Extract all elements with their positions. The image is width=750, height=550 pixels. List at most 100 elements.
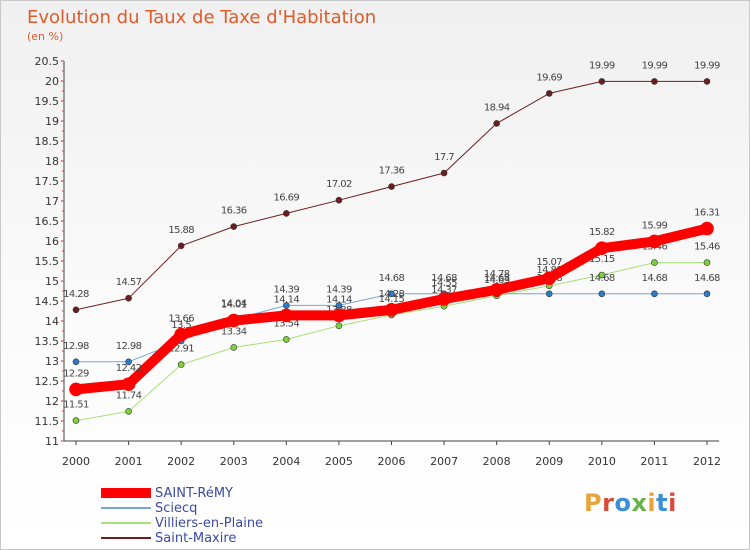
data-label-saint-maxire: 19.69 [536,72,562,83]
y-tick-label: 16 [45,235,59,248]
data-point-sciecq [545,290,553,298]
y-tick-label: 17 [45,195,59,208]
data-label-villiers-en-plaine: 11.74 [116,390,142,401]
y-tick-label: 15 [45,275,59,288]
y-tick-label: 17.5 [35,175,60,188]
data-point-saint-r-my [647,234,662,249]
x-tick-label: 2005 [325,455,353,468]
data-label-sciecq: 13.5 [171,320,191,331]
data-point-saint-r-my [700,221,714,236]
data-point-villiers-en-plaine [177,361,185,368]
data-point-saint-maxire [283,210,290,217]
data-label-sciecq: 12.98 [63,341,89,352]
data-label-sciecq: 12.98 [116,341,142,352]
data-label-saint-r-my: 13.66 [168,314,194,325]
x-tick-label: 2012 [693,455,721,468]
data-point-saint-maxire [703,78,711,85]
data-point-saint-maxire [125,294,132,302]
data-label-villiers-en-plaine: 13.54 [274,318,300,329]
x-tick-label: 2002 [167,455,195,468]
data-point-sciecq [598,290,606,298]
x-tick-label: 2011 [640,455,668,468]
data-point-saint-r-my [437,292,451,306]
data-point-sciecq [283,302,290,309]
data-point-saint-r-my [542,271,557,286]
data-point-sciecq [72,358,80,366]
data-label-saint-maxire: 17.02 [326,179,352,190]
data-point-saint-maxire [177,242,185,250]
logo-letter: i [647,489,657,517]
data-point-villiers-en-plaine [230,344,238,351]
proxiti-logo: Proxiti [584,489,677,517]
data-label-saint-maxire: 19.99 [694,60,720,71]
data-point-saint-maxire [388,183,395,190]
y-tick-label: 20.5 [35,55,60,68]
x-tick-label: 2001 [115,455,143,468]
data-label-sciecq: 14.68 [484,273,510,284]
y-tick-label: 18 [45,155,59,168]
legend-label: Sciecq [155,501,198,516]
x-tick-label: 2003 [220,455,248,468]
legend-swatch-sciecq [101,507,151,509]
data-label-saint-r-my: 15.07 [536,257,562,268]
y-tick-label: 19 [45,115,59,128]
y-tick-label: 15.5 [35,255,60,268]
data-point-sciecq [388,290,395,298]
data-point-saint-r-my [279,308,294,323]
data-label-saint-r-my: 12.42 [116,363,142,374]
y-tick-label: 14.5 [35,295,60,308]
data-label-saint-maxire: 18.94 [484,102,510,113]
data-label-saint-r-my: 14.14 [274,294,300,305]
data-point-villiers-en-plaine [283,336,290,343]
x-tick-label: 2008 [483,455,511,468]
data-point-saint-maxire [651,78,658,85]
legend-label: Saint-Maxire [155,531,237,546]
x-tick-label: 2010 [588,455,616,468]
data-label-villiers-en-plaine: 13.34 [221,326,247,337]
data-point-sciecq [125,358,132,366]
data-label-saint-r-my: 14.55 [431,278,457,289]
data-label-saint-r-my: 12.29 [63,368,89,379]
data-point-saint-r-my [384,302,399,317]
y-tick-label: 13.5 [35,335,60,348]
legend-swatch-saint-remy [101,488,151,498]
data-label-sciecq: 14.04 [221,298,247,309]
data-label-sciecq: 14.68 [431,273,457,284]
data-label-saint-maxire: 17.36 [379,166,405,177]
data-point-saint-r-my [489,282,504,297]
data-label-villiers-en-plaine: 14.88 [536,265,562,276]
data-label-villiers-en-plaine: 14.63 [484,275,510,286]
data-label-sciecq: 14.68 [379,273,405,284]
data-point-saint-r-my [69,382,83,397]
data-point-saint-maxire [335,196,343,204]
y-tick-label: 14 [45,315,59,328]
data-label-saint-maxire: 15.88 [168,225,194,236]
data-point-sciecq [651,290,658,298]
y-tick-label: 19.5 [35,95,60,108]
y-tick-label: 13 [45,355,59,368]
y-tick-label: 20 [45,75,59,88]
data-point-saint-maxire [545,90,553,97]
x-tick-label: 2007 [430,455,458,468]
data-point-saint-r-my [226,313,241,328]
chart-title: Evolution du Taux de Taxe d'Habitation [27,7,377,28]
data-label-saint-r-my: 14.01 [221,300,247,311]
data-point-saint-maxire [440,169,448,177]
data-label-sciecq: 14.39 [326,284,352,295]
data-point-villiers-en-plaine [125,408,132,415]
data-label-sciecq: 14.68 [589,273,615,284]
data-label-villiers-en-plaine: 15.15 [589,254,615,265]
data-point-saint-r-my [595,241,609,255]
x-tick-label: 2009 [535,455,563,468]
x-tick-label: 2000 [62,455,90,468]
logo-letter: i [668,489,677,517]
data-label-saint-maxire: 19.99 [642,60,668,71]
data-label-saint-r-my: 14.14 [326,294,352,305]
data-point-saint-maxire [493,120,500,127]
legend-swatch-villiers-en-plaine [101,522,151,524]
data-label-saint-r-my: 14.28 [379,289,405,300]
data-label-saint-r-my: 14.78 [484,269,510,280]
data-point-saint-maxire [230,223,238,230]
logo-letter: r [602,489,615,517]
